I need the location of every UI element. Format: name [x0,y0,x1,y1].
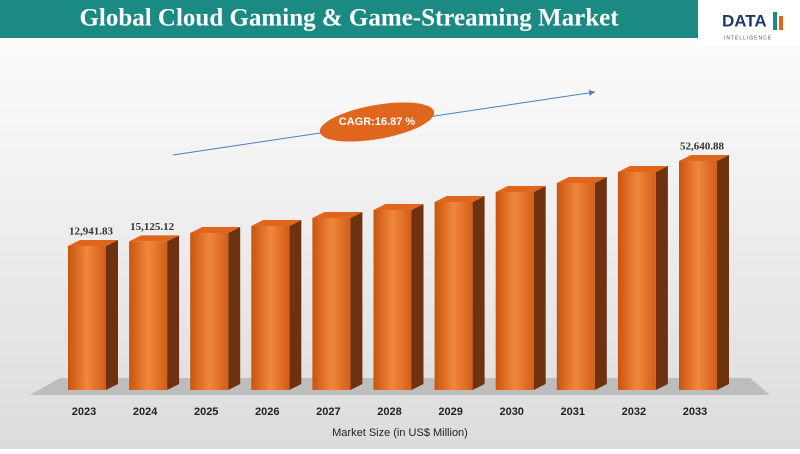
bar-side [106,240,118,390]
x-tick-label: 2033 [683,406,707,418]
bar-side [228,227,241,390]
bar-top [679,155,729,161]
data-label: 12,941.83 [69,226,114,238]
bar-side [655,166,668,390]
data-label: 52,640.88 [680,141,725,153]
bar-side [411,204,424,390]
cagr-text: CAGR:16.87 % [339,116,416,128]
x-axis-label: Market Size (in US$ Million) [332,427,468,439]
bar [68,246,106,390]
chart-title: Global Cloud Gaming & Game-Streaming Mar… [79,5,619,32]
x-tick-label: 2027 [316,406,340,418]
x-tick-label: 2023 [72,406,96,418]
x-tick-label: 2024 [133,406,158,418]
bar-top [68,240,118,246]
bar [617,172,656,390]
cagr-badge [319,102,435,142]
bar-top [434,196,485,203]
logo-icon [779,16,783,30]
bar-side [167,235,180,390]
bar-side [594,177,607,390]
bar-top [312,212,363,219]
bar-top [556,177,607,184]
bar-top [495,186,546,193]
x-tick-label: 2031 [561,406,585,418]
bar [312,218,351,390]
x-tick-label: 2026 [255,406,279,418]
bar [434,202,473,390]
bar-top [617,166,668,173]
bar-side [350,212,363,390]
bar-side [533,186,546,390]
x-tick-label: 2030 [499,406,523,418]
x-tick-label: 2025 [194,406,218,418]
logo-subtext: INTELLIGENCE [724,35,772,41]
x-tick-label: 2029 [438,406,462,418]
bar [495,192,534,390]
bar [190,233,229,390]
bar-top [251,220,302,227]
x-tick-label: 2032 [622,406,646,418]
logo-text: DATA [722,11,767,30]
header-bar [0,0,698,38]
bar-side [717,155,729,390]
bar-top [190,227,241,234]
logo-icon [773,12,777,30]
bar-top [129,235,180,242]
bar [251,226,290,390]
bar [556,183,595,390]
bar-side [472,196,485,390]
bar-side [289,220,302,390]
bar-top [373,204,424,211]
x-tick-label: 2028 [377,406,401,418]
bar [373,210,412,390]
data-label: 15,125.12 [130,221,175,233]
bar [129,241,168,390]
bar [679,161,717,390]
